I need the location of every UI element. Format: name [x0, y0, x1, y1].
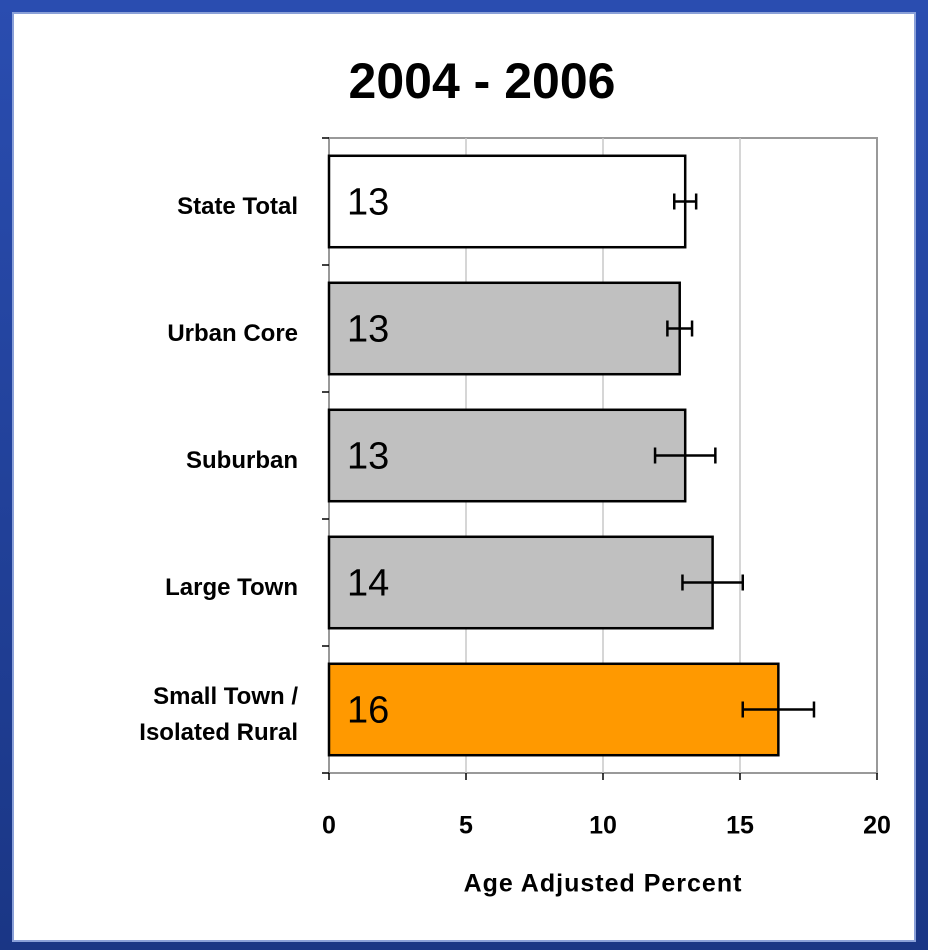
chart-title: 2004 - 2006 [349, 53, 616, 109]
value-label: 13 [347, 436, 389, 478]
y-tick-label: Small Town / Isolated Rural [139, 682, 298, 746]
y-tick-label: Urban Core [167, 319, 298, 347]
value-label: 14 [347, 563, 389, 605]
x-tick-label: 0 [322, 812, 336, 840]
x-tick-label: 5 [459, 812, 473, 840]
y-tick-label: Large Town [165, 573, 298, 601]
bar [327, 281, 681, 376]
value-label: 13 [347, 309, 389, 351]
y-tick-label: Suburban [186, 446, 298, 474]
bar [327, 154, 687, 249]
x-tick-label: 10 [589, 812, 617, 840]
value-label: 16 [347, 690, 389, 732]
value-label: 13 [347, 182, 389, 224]
x-tick-label: 20 [863, 812, 891, 840]
x-axis-label: Age Adjusted Percent [464, 870, 743, 898]
y-tick-label: State Total [177, 192, 298, 220]
bar [327, 408, 687, 503]
bar [327, 662, 780, 757]
x-tick-label: 15 [726, 812, 754, 840]
